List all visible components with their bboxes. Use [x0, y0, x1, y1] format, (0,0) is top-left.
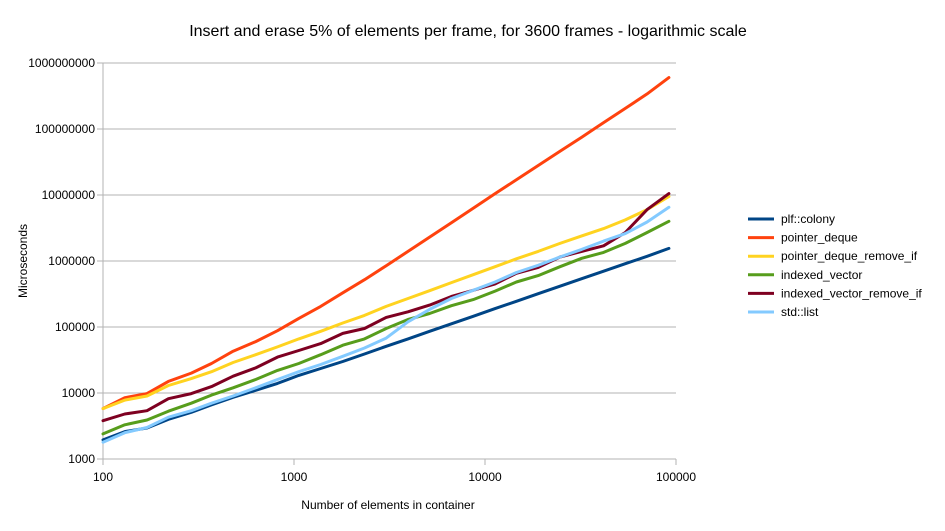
y-axis-title: Microseconds	[16, 224, 30, 298]
series-line-indexed-vector	[101, 219, 671, 436]
y-tick-label: 100000	[55, 320, 95, 334]
axes	[102, 63, 676, 460]
legend: plf::colonypointer_dequepointer_deque_re…	[748, 212, 922, 319]
x-tick-label: 10000	[468, 470, 502, 484]
x-tick-label: 1000	[281, 470, 308, 484]
x-tick-labels: 100 1000 10000 100000	[93, 470, 696, 484]
y-tick-label: 1000	[68, 452, 95, 466]
x-tick-label: 100	[93, 470, 113, 484]
y-tick-label: 10000000	[42, 188, 96, 202]
y-tick-label: 1000000000	[28, 56, 95, 70]
x-tick-label: 100000	[656, 470, 696, 484]
x-axis-title: Number of elements in container	[301, 498, 474, 512]
series-line-pointer-deque	[101, 76, 671, 411]
y-tick-label: 100000000	[35, 122, 95, 136]
legend-label: std::list	[781, 305, 819, 319]
chart-title: Insert and erase 5% of elements per fram…	[189, 23, 747, 40]
legend-label: plf::colony	[781, 212, 835, 226]
grid-lines	[97, 62, 677, 465]
series-line-std-list	[101, 205, 671, 444]
y-tick-label: 10000	[62, 386, 96, 400]
y-tick-labels: 1000 10000 100000 1000000 10000000 100000000 1…	[28, 56, 95, 466]
series-line-pointer-deque-remove-if	[101, 195, 671, 411]
legend-label: pointer_deque_remove_if	[781, 249, 918, 263]
legend-label: pointer_deque	[781, 231, 858, 245]
legend-label: indexed_vector_remove_if	[781, 286, 922, 300]
series-line-plf-colony	[101, 246, 671, 442]
y-tick-label: 1000000	[48, 254, 95, 268]
legend-label: indexed_vector	[781, 268, 862, 282]
series-lines	[101, 76, 671, 444]
